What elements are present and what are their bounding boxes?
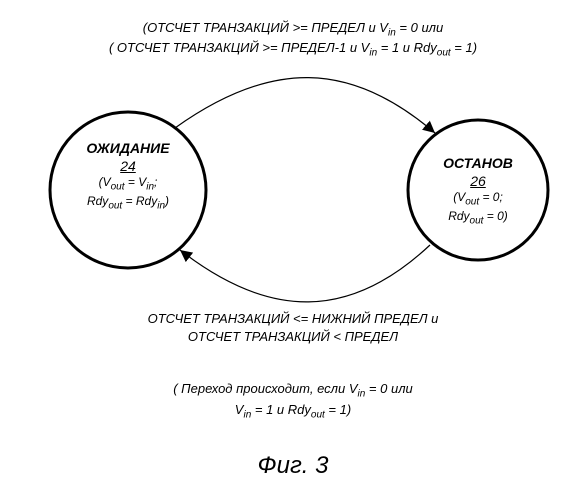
cond-text: ОТСЧЕТ ТРАНЗАКЦИЙ < ПРЕДЕЛ [148,328,439,346]
state-title: ОСТАНОВ [423,155,533,173]
eq-text: (V [99,175,111,189]
subscript: out [111,181,125,192]
state-diagram: (ОТСЧЕТ ТРАНЗАКЦИЙ >= ПРЕДЕЛ и Vin = 0 и… [20,20,566,480]
note-text: V [235,402,244,417]
subscript: out [465,196,479,207]
state-number: 26 [423,173,533,191]
note-text: = 1 и Rdy [251,402,311,417]
eq-text: Rdy [448,209,469,223]
eq-text: = Rdy [122,194,157,208]
transition-bottom-arc [180,245,430,302]
eq-text: ) [165,194,169,208]
eq-text: (V [453,190,465,204]
transition-note: ( Переход происходит, если Vin = 0 или V… [173,380,413,422]
eq-text: = V [125,175,147,189]
subscript: out [311,410,325,421]
state-waiting: ОЖИДАНИЕ 24 (Vout = Vin; Rdyout = Rdyin) [63,140,193,213]
subscript: in [157,200,165,211]
cond-text: ОТСЧЕТ ТРАНЗАКЦИЙ <= НИЖНИЙ ПРЕДЕЛ и [148,310,439,328]
eq-text: ; [154,175,157,189]
state-stopped: ОСТАНОВ 26 (Vout = 0; Rdyout = 0) [423,155,533,228]
note-text: = 1) [325,402,351,417]
figure-caption: Фиг. 3 [258,452,329,480]
subscript: in [146,181,154,192]
state-title: ОЖИДАНИЕ [63,140,193,158]
subscript: out [470,215,484,226]
subscript: in [358,389,366,400]
subscript: out [108,200,122,211]
transition-top-arc [175,78,435,133]
bottom-transition-condition: ОТСЧЕТ ТРАНЗАКЦИЙ <= НИЖНИЙ ПРЕДЕЛ и ОТС… [148,310,439,345]
note-text: = 0 или [365,381,412,396]
state-number: 24 [63,158,193,176]
subscript: in [243,410,251,421]
eq-text: Rdy [87,194,108,208]
note-text: ( Переход происходит, если V [173,381,357,396]
eq-text: = 0; [479,190,503,204]
eq-text: = 0) [483,209,507,223]
